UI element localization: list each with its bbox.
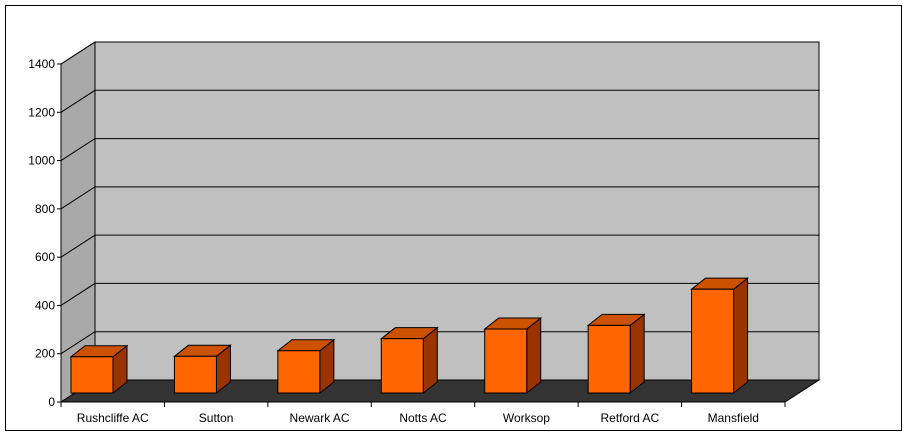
bar-side <box>733 277 749 395</box>
x-tick-label: Retford AC <box>601 411 660 425</box>
gridline <box>60 331 819 355</box>
gridline <box>60 282 819 306</box>
y-tick-label: 600 <box>35 250 55 264</box>
gridline <box>60 186 819 210</box>
y-tick-label: 200 <box>35 347 55 361</box>
y-axis-tick-labels: 0 200 400 600 800 1000 1200 1400 <box>28 57 55 409</box>
bar-front <box>587 324 631 394</box>
axes <box>57 63 786 407</box>
bars <box>69 277 750 395</box>
y-tick-label: 800 <box>35 202 55 216</box>
x-tick-label: Mansfield <box>708 411 759 425</box>
x-axis-tick-labels: Rushcliffe AC Sutton Newark AC Notts AC Work… <box>77 411 759 425</box>
bar-front <box>380 338 424 394</box>
bar-front <box>277 350 321 394</box>
y-tick-label: 1200 <box>28 105 55 119</box>
bar-side <box>629 313 645 395</box>
bar-front <box>484 328 528 394</box>
y-tick-label: 400 <box>35 298 55 312</box>
bar-front <box>70 356 114 394</box>
x-tick-label: Sutton <box>199 411 234 425</box>
y-tick-label: 1000 <box>28 154 55 168</box>
y-tick-label: 1400 <box>28 57 55 71</box>
bar <box>379 326 439 395</box>
x-tick-label: Notts AC <box>399 411 447 425</box>
x-tick-label: Rushcliffe AC <box>77 411 149 425</box>
bar-front <box>691 288 735 394</box>
gridline <box>60 89 819 113</box>
bar <box>483 316 543 395</box>
y-tick-label: 0 <box>48 395 55 409</box>
bar <box>586 313 646 395</box>
gridline <box>60 234 819 258</box>
bar <box>276 338 336 395</box>
bar <box>69 344 129 395</box>
gridline <box>60 41 819 65</box>
x-tick-label: Newark AC <box>290 411 350 425</box>
bar-front <box>173 355 217 394</box>
bar-side <box>526 316 542 395</box>
gridlines <box>60 41 819 355</box>
bar <box>172 344 232 395</box>
gridline <box>60 138 819 161</box>
chart-walls <box>59 41 821 403</box>
bar <box>690 277 750 395</box>
x-tick-label: Worksop <box>503 411 550 425</box>
